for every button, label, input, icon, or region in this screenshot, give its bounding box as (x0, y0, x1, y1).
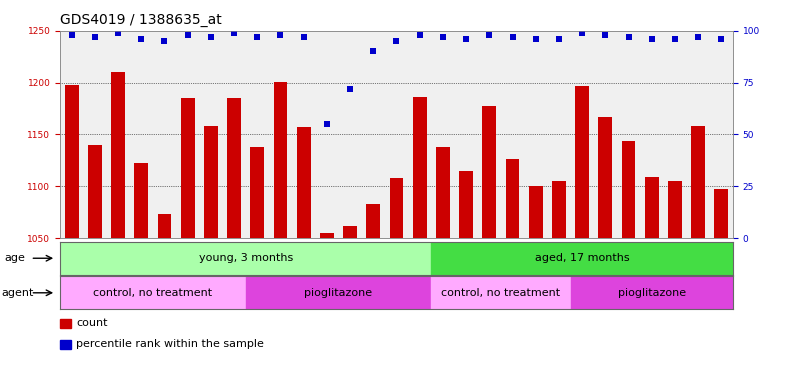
Point (460, 36, 473, 42)
Text: aged, 17 months: aged, 17 months (535, 253, 630, 263)
Bar (366, 204, 380, 238)
Bar (668, 181, 682, 238)
Bar (343, 226, 357, 238)
Point (553, 36, 566, 42)
Point (181, 32, 194, 38)
Point (669, 36, 682, 42)
Bar (246, 276, 431, 309)
Bar (204, 126, 218, 238)
Point (158, 38, 171, 44)
Bar (431, 242, 733, 275)
Bar (482, 106, 497, 238)
Bar (645, 177, 658, 238)
Text: GDS4019 / 1388635_at: GDS4019 / 1388635_at (60, 13, 222, 27)
Point (274, 32, 287, 38)
Point (483, 32, 496, 38)
Bar (111, 72, 125, 238)
Bar (296, 127, 311, 238)
Bar (529, 186, 542, 238)
Text: pioglitazone: pioglitazone (304, 288, 372, 298)
Point (135, 36, 147, 42)
Bar (320, 233, 334, 238)
Bar (251, 147, 264, 238)
Point (529, 36, 542, 42)
Point (506, 34, 519, 40)
Point (646, 36, 658, 42)
Bar (135, 164, 148, 238)
Point (88, 34, 101, 40)
Point (715, 36, 728, 42)
Point (437, 34, 449, 40)
Bar (273, 81, 288, 238)
Point (413, 32, 426, 38)
Bar (389, 178, 404, 238)
Point (599, 32, 612, 38)
Bar (575, 86, 589, 238)
Text: young, 3 months: young, 3 months (199, 253, 293, 263)
Bar (413, 97, 427, 238)
Text: agent: agent (2, 288, 34, 298)
Point (65, 32, 78, 38)
Text: control, no treatment: control, no treatment (94, 288, 212, 298)
Point (367, 48, 380, 55)
Bar (714, 189, 728, 238)
Bar (60, 276, 246, 309)
Bar (505, 159, 520, 238)
Point (227, 30, 240, 36)
Point (251, 34, 264, 40)
Bar (570, 276, 733, 309)
Bar (622, 141, 635, 238)
Point (692, 34, 705, 40)
Bar (691, 126, 705, 238)
Text: age: age (4, 253, 25, 263)
Bar (65, 84, 78, 238)
Point (297, 34, 310, 40)
Bar (598, 117, 612, 238)
Bar (181, 98, 195, 238)
Text: control, no treatment: control, no treatment (441, 288, 561, 298)
Text: count: count (76, 318, 107, 328)
Bar (431, 276, 570, 309)
Text: pioglitazone: pioglitazone (618, 288, 686, 298)
Bar (88, 145, 102, 238)
Bar (158, 214, 171, 238)
Point (622, 34, 635, 40)
Bar (552, 181, 566, 238)
Point (320, 121, 333, 127)
Bar (459, 170, 473, 238)
Text: percentile rank within the sample: percentile rank within the sample (76, 339, 264, 349)
Point (576, 30, 589, 36)
Point (204, 34, 217, 40)
Point (111, 30, 124, 36)
Bar (60, 242, 431, 275)
Bar (227, 98, 241, 238)
Point (344, 86, 356, 92)
Bar (436, 147, 450, 238)
Point (390, 38, 403, 44)
